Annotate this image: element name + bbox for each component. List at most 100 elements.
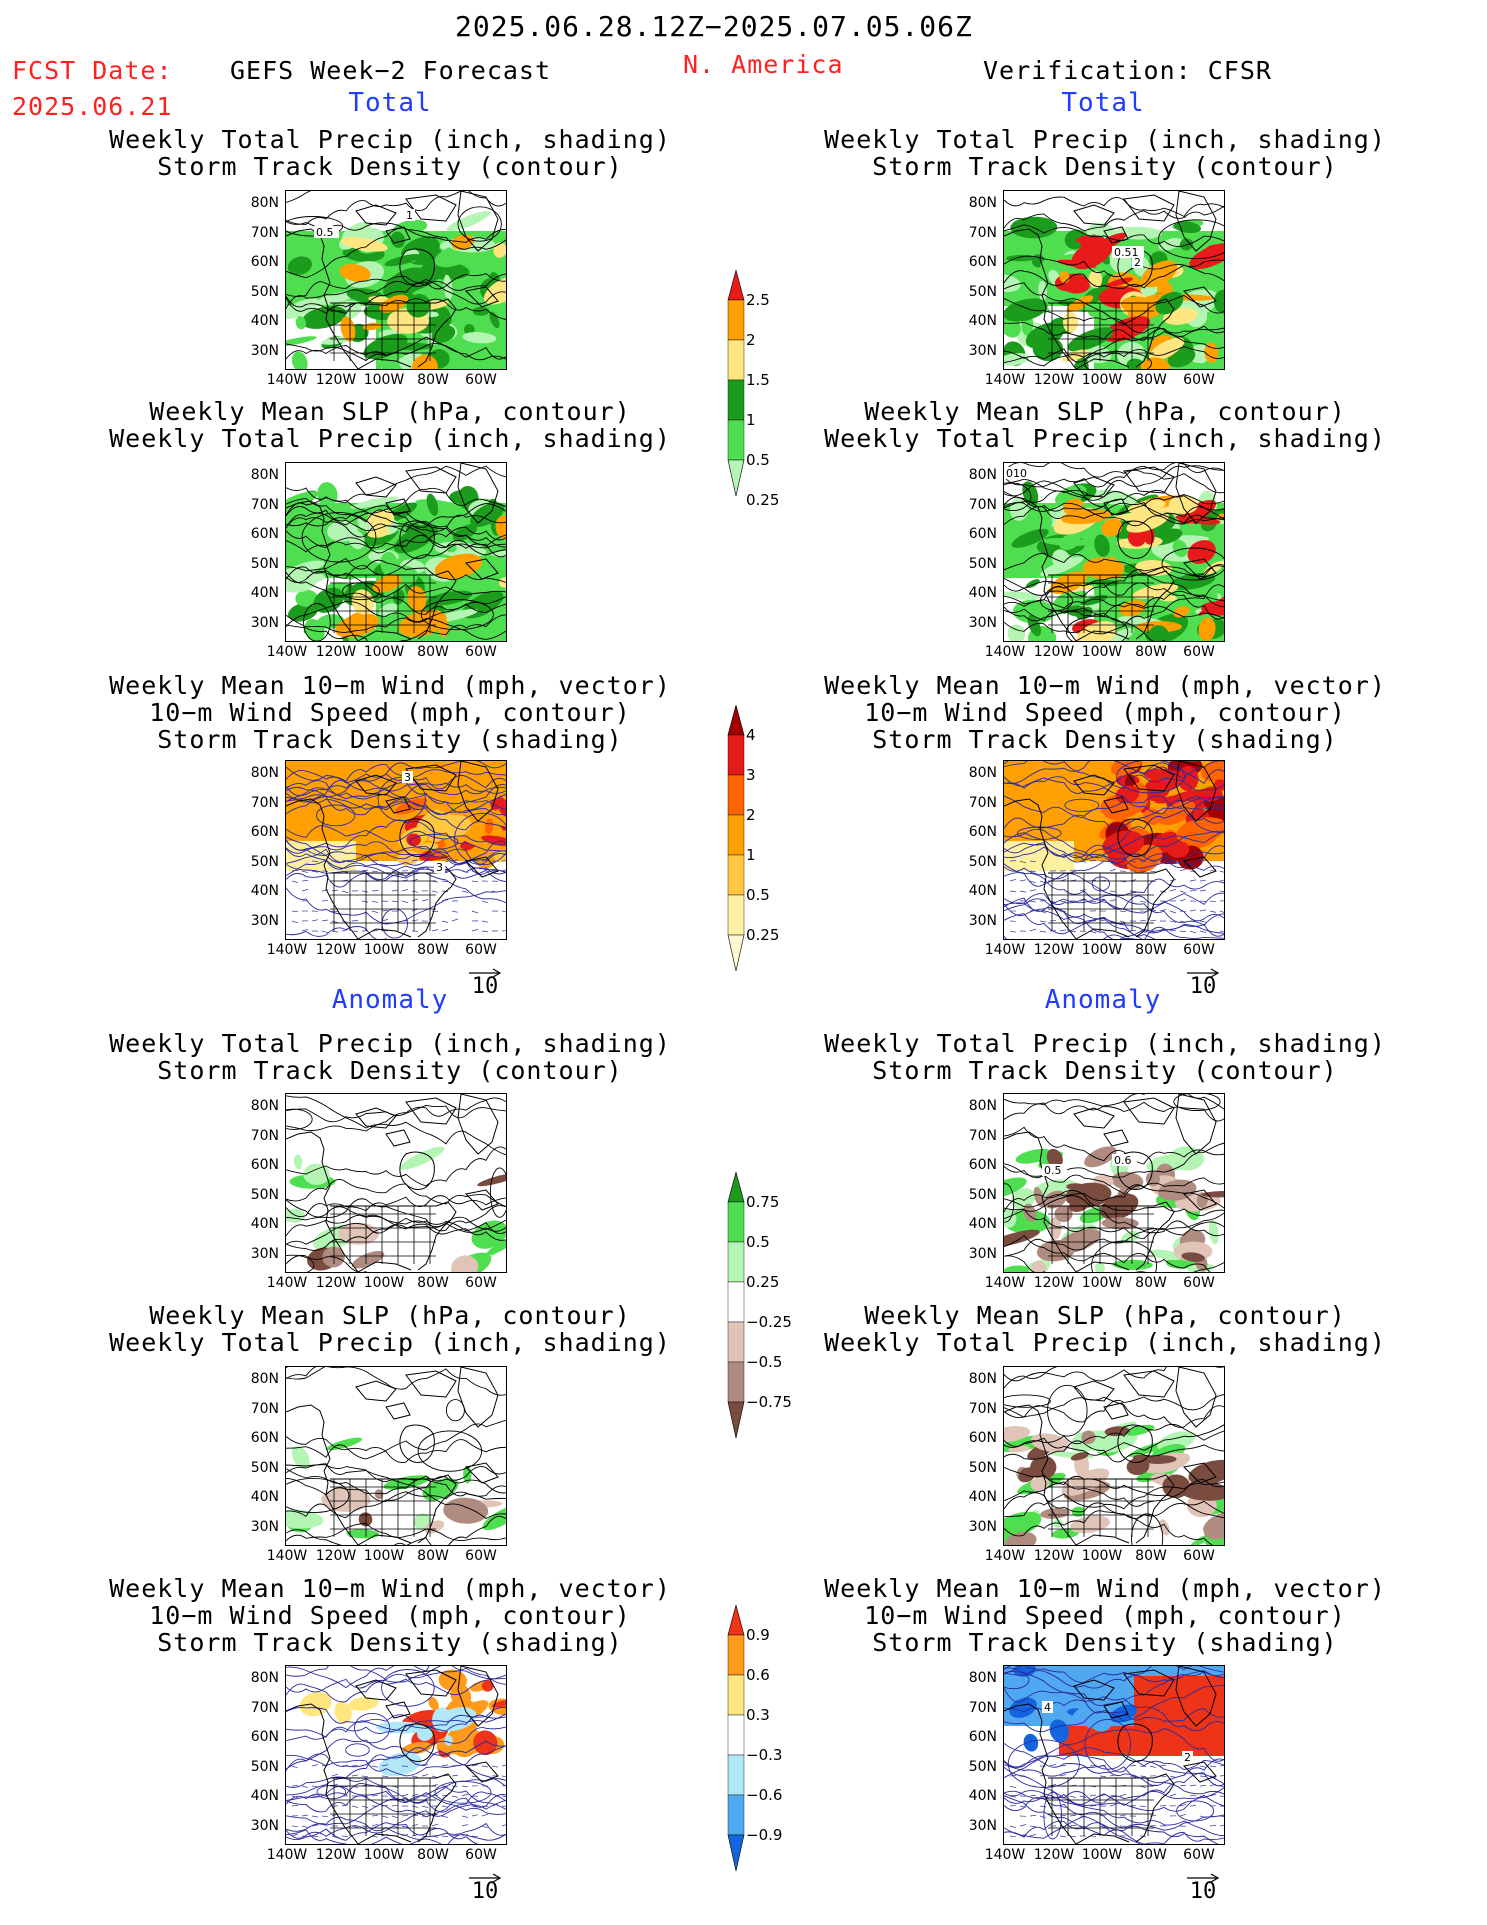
panel-5-left-title-line: Weekly Total Precip (inch, shading) — [109, 1328, 671, 1357]
lat-tick-label: 40N — [968, 313, 997, 329]
colorbar-tick-label: 3 — [746, 766, 756, 784]
lon-tick-label: 120W — [1033, 644, 1075, 660]
lat-tick-label: 40N — [250, 1216, 279, 1232]
lat-tick-label: 80N — [968, 1670, 997, 1686]
panel-1-left-title-line: Weekly Total Precip (inch, shading) — [109, 125, 671, 154]
lat-tick-label: 60N — [250, 254, 279, 270]
panel-3-right-title-line: Weekly Mean 10−m Wind (mph, vector) — [824, 671, 1386, 700]
contour-label: 2 — [1184, 1751, 1191, 1764]
lon-tick-label: 100W — [363, 644, 405, 660]
lat-tick-label: 50N — [250, 556, 279, 572]
panel-6-left-map-plot — [286, 1666, 506, 1844]
lon-tick-label: 140W — [984, 1847, 1026, 1863]
panel-1-right-map-plot: 0.512 — [1004, 191, 1224, 369]
lon-tick-label: 100W — [1081, 942, 1123, 958]
panel-1-left-map: 0.5 1 — [285, 190, 507, 370]
vector-reference-arrow — [1187, 968, 1220, 978]
colorbar-tick-label: −0.6 — [746, 1786, 783, 1804]
lat-tick-label: 30N — [250, 343, 279, 359]
panel-4-left-title-line: Weekly Total Precip (inch, shading) — [109, 1029, 671, 1058]
panel-3-left-map-plot: 33 — [286, 761, 506, 939]
lat-tick-label: 60N — [250, 1430, 279, 1446]
contour-label: 0.6 — [1114, 1154, 1132, 1167]
lat-tick-label: 70N — [968, 1700, 997, 1716]
lat-tick-label: 80N — [250, 1098, 279, 1114]
panel-1-right-title-line: Weekly Total Precip (inch, shading) — [824, 125, 1386, 154]
lon-tick-label: 60W — [1183, 1847, 1215, 1863]
colorbar-tick-label: 0.5 — [746, 1233, 770, 1251]
colorbar-tick-label: 0.6 — [746, 1666, 770, 1684]
lon-tick-label: 60W — [1183, 1548, 1215, 1564]
panel-4-right-map: 0.6 0.5 — [1003, 1093, 1225, 1273]
contour-label: 3 — [404, 771, 411, 784]
panel-4-right-title-line: Weekly Total Precip (inch, shading) — [824, 1029, 1386, 1058]
contour-label: 0.5 — [1044, 1164, 1062, 1177]
colorbar-tick-label: −0.9 — [746, 1826, 783, 1844]
lon-tick-label: 60W — [465, 644, 497, 660]
lon-tick-label: 60W — [465, 1275, 497, 1291]
panel-1-left-title-line: Storm Track Density (contour) — [157, 152, 623, 181]
panel-2-left-map — [285, 462, 507, 642]
panel-4-right-map-plot: 0.6 0.5 — [1004, 1094, 1224, 1272]
panel-4-left-map-plot — [286, 1094, 506, 1272]
lon-tick-label: 100W — [363, 942, 405, 958]
lat-tick-label: 40N — [250, 1489, 279, 1505]
colorbar-tick-label: 1 — [746, 846, 756, 864]
lat-tick-label: 40N — [968, 1489, 997, 1505]
lat-tick-label: 80N — [250, 1371, 279, 1387]
lon-tick-label: 140W — [984, 644, 1026, 660]
panel-5-right-title-line: Weekly Total Precip (inch, shading) — [824, 1328, 1386, 1357]
lon-tick-label: 100W — [1081, 1275, 1123, 1291]
lat-tick-label: 50N — [250, 854, 279, 870]
lat-tick-label: 50N — [968, 1187, 997, 1203]
lon-tick-label: 140W — [266, 1847, 308, 1863]
lat-tick-label: 60N — [250, 526, 279, 542]
lat-tick-label: 80N — [968, 195, 997, 211]
lat-tick-label: 40N — [968, 1216, 997, 1232]
lat-tick-label: 40N — [968, 585, 997, 601]
lon-tick-label: 100W — [363, 372, 405, 388]
lon-tick-label: 120W — [1033, 1548, 1075, 1564]
lon-tick-label: 60W — [465, 1548, 497, 1564]
lon-tick-label: 140W — [266, 372, 308, 388]
lat-tick-label: 40N — [968, 883, 997, 899]
panel-3-left-title-line: Storm Track Density (shading) — [157, 725, 623, 754]
panel-6-right-title-line: 10−m Wind Speed (mph, contour) — [864, 1601, 1346, 1630]
panel-5-right-map — [1003, 1366, 1225, 1546]
lon-tick-label: 100W — [363, 1847, 405, 1863]
fcst-date-label: FCST Date: — [12, 56, 173, 85]
lat-tick-label: 70N — [968, 795, 997, 811]
lon-tick-label: 80W — [417, 644, 449, 660]
panel-6-left-title-line: Storm Track Density (shading) — [157, 1628, 623, 1657]
lat-tick-label: 50N — [250, 1759, 279, 1775]
lon-tick-label: 80W — [1135, 372, 1167, 388]
panel-1-right-map: 0.51 2 — [1003, 190, 1225, 370]
panel-6-left-title-line: Weekly Mean 10−m Wind (mph, vector) — [109, 1574, 671, 1603]
colorbar-storm_total — [727, 705, 745, 972]
lat-tick-label: 30N — [968, 615, 997, 631]
lat-tick-label: 40N — [250, 883, 279, 899]
panel-1-right-title-line: Storm Track Density (contour) — [872, 152, 1338, 181]
colorbar-tick-label: −0.25 — [746, 1313, 792, 1331]
vector-reference-label: 10 — [1189, 1879, 1217, 1904]
vector-reference-arrow — [1187, 1873, 1220, 1883]
lat-tick-label: 70N — [968, 1128, 997, 1144]
lat-tick-label: 50N — [968, 1759, 997, 1775]
panel-5-left-title-line: Weekly Mean SLP (hPa, contour) — [149, 1301, 631, 1330]
lat-tick-label: 50N — [968, 854, 997, 870]
panel-6-left-map — [285, 1665, 507, 1845]
lon-tick-label: 120W — [315, 1847, 357, 1863]
lat-tick-label: 70N — [968, 1401, 997, 1417]
lon-tick-label: 140W — [984, 1548, 1026, 1564]
lat-tick-label: 80N — [250, 467, 279, 483]
section-total-right: Total — [1061, 88, 1145, 118]
colorbar-tick-label: 0.9 — [746, 1626, 770, 1644]
lon-tick-label: 140W — [984, 942, 1026, 958]
lat-tick-label: 70N — [968, 225, 997, 241]
panel-2-right-title-line: Weekly Total Precip (inch, shading) — [824, 424, 1386, 453]
lon-tick-label: 80W — [1135, 1548, 1167, 1564]
lon-tick-label: 80W — [1135, 942, 1167, 958]
colorbar-tick-label: 0.5 — [746, 886, 770, 904]
lat-tick-label: 50N — [250, 1187, 279, 1203]
lon-tick-label: 100W — [1081, 644, 1123, 660]
